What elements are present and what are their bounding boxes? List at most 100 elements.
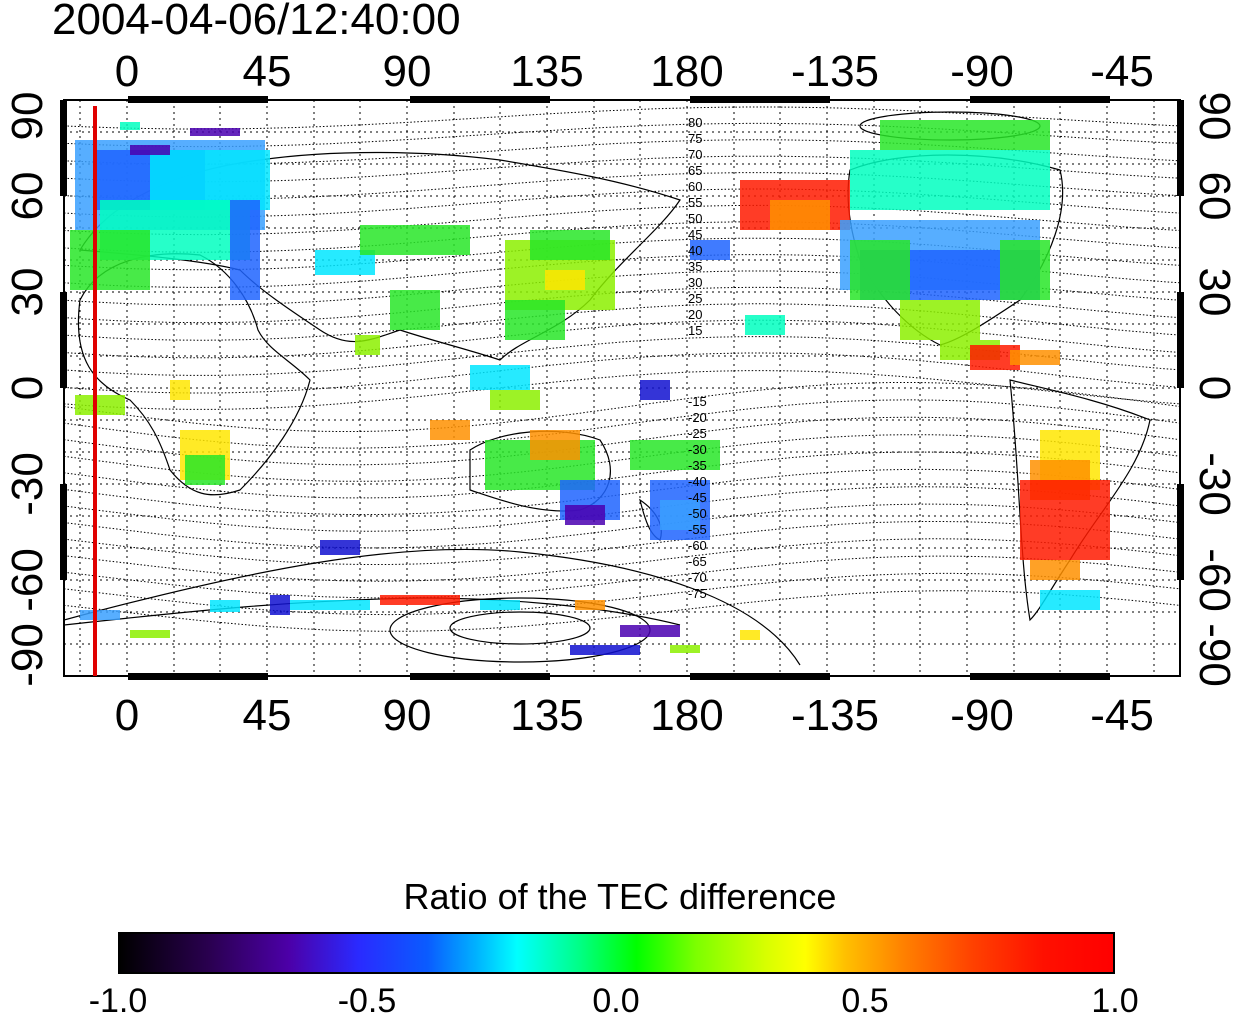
tec-data-patch — [640, 380, 670, 400]
tec-data-patch — [75, 395, 125, 415]
tec-data-patch — [290, 600, 370, 610]
tec-data-patch — [620, 625, 680, 637]
bottom-lon-label: 45 — [243, 691, 292, 740]
right-lat-label: 30 — [1190, 268, 1239, 317]
tec-data-patch — [770, 200, 830, 230]
bottom-lon-label: 0 — [115, 691, 139, 740]
tec-data-patch — [470, 365, 530, 390]
tec-data-patch — [360, 225, 470, 255]
tec-data-patch — [530, 430, 580, 460]
bottom-lon-label: 180 — [650, 691, 723, 740]
map-timestamp-title: 2004-04-06/12:40:00 — [52, 0, 461, 44]
right-lat-label: -30 — [1190, 452, 1239, 516]
bottom-lon-label: -135 — [791, 691, 879, 740]
bottom-longitude-axis: 0 45 90 135 180 -135 -90 -45 — [115, 691, 1154, 740]
magnetic-latitude-label: -60 — [688, 538, 707, 553]
tec-data-patch — [530, 230, 610, 260]
magnetic-latitude-label: 70 — [688, 147, 702, 162]
magnetic-latitude-label: 45 — [688, 227, 702, 242]
tec-data-patch — [70, 230, 150, 290]
magnetic-latitude-label: 25 — [688, 291, 702, 306]
magnetic-latitude-label: 20 — [688, 307, 702, 322]
tec-data-patch — [80, 610, 120, 620]
tec-data-patch — [170, 380, 190, 400]
tec-data-patch — [505, 300, 565, 340]
magnetic-latitude-label: 75 — [688, 131, 702, 146]
bottom-lon-label: 90 — [383, 691, 432, 740]
tec-data-patch — [490, 390, 540, 410]
tec-data-patch — [745, 315, 785, 335]
colorbar-tick-label: -1.0 — [88, 982, 148, 1020]
magnetic-latitude-label: 35 — [688, 259, 702, 274]
tec-data-patch — [690, 240, 730, 260]
tec-data-patch — [380, 595, 460, 605]
tec-data-patch — [120, 122, 140, 130]
tec-data-patch — [660, 500, 700, 530]
tec-data-patch — [1000, 240, 1050, 300]
colorbar-tick-label: 0.5 — [841, 982, 889, 1020]
left-latitude-axis: 90 60 30 0 -30 -60 -90 — [3, 92, 52, 687]
tec-data-patch — [565, 505, 605, 525]
right-lat-label: -90 — [1190, 623, 1239, 687]
tec-data-patch — [130, 145, 170, 155]
tec-data-patch — [230, 200, 260, 300]
right-lat-label: 0 — [1190, 376, 1239, 400]
tec-data-patch — [320, 540, 360, 555]
magnetic-latitude-label: 40 — [688, 243, 702, 258]
right-lat-label: 90 — [1190, 92, 1239, 141]
magnetic-latitude-label: -55 — [688, 522, 707, 537]
tec-data-patch — [430, 420, 470, 440]
top-lon-label: 0 — [115, 47, 139, 96]
bottom-lon-label: -45 — [1090, 691, 1154, 740]
magnetic-latitude-label: -20 — [688, 410, 707, 425]
right-latitude-axis: 90 60 30 0 -30 -60 -90 — [1190, 92, 1239, 687]
tec-data-patch — [1030, 560, 1080, 580]
colorbar-tick-label: 0.0 — [592, 982, 640, 1020]
tec-data-patch — [185, 455, 225, 485]
magnetic-latitude-label: -35 — [688, 458, 707, 473]
magnetic-latitude-label: -45 — [688, 490, 707, 505]
magnetic-latitude-label: 30 — [688, 275, 702, 290]
magnetic-latitude-label: 55 — [688, 195, 702, 210]
tec-data-patch — [575, 600, 605, 610]
top-lon-label: -45 — [1090, 47, 1154, 96]
left-lat-label: 90 — [3, 92, 52, 141]
tec-ratio-data-patches — [70, 120, 1110, 655]
tec-data-patch — [130, 630, 170, 638]
magnetic-latitude-label: -50 — [688, 506, 707, 521]
magnetic-latitude-label: -30 — [688, 442, 707, 457]
tec-data-patch — [630, 440, 720, 470]
left-lat-label: 30 — [3, 268, 52, 317]
magnetic-latitude-label: 80 — [688, 115, 702, 130]
top-lon-label: -135 — [791, 47, 879, 96]
tec-data-patch — [390, 290, 440, 330]
tec-data-patch — [480, 600, 520, 610]
bottom-lon-label: -90 — [950, 691, 1014, 740]
top-lon-label: -90 — [950, 47, 1014, 96]
tec-data-patch — [880, 120, 1050, 150]
frame-tick-bars — [60, 96, 1184, 680]
magnetic-latitude-label: -75 — [688, 586, 707, 601]
top-lon-label: 90 — [383, 47, 432, 96]
left-lat-label: -60 — [3, 548, 52, 612]
left-lat-label: -30 — [3, 452, 52, 516]
tec-data-patch — [900, 300, 980, 340]
tec-data-patch — [740, 630, 760, 640]
tec-data-patch — [545, 270, 585, 290]
colorbar-tick-label: 1.0 — [1091, 982, 1139, 1020]
left-lat-label: 60 — [3, 172, 52, 221]
tec-data-patch — [850, 150, 1050, 210]
tec-data-patch — [270, 595, 290, 615]
tec-data-patch — [670, 645, 700, 653]
top-lon-label: 135 — [510, 47, 583, 96]
magnetic-latitude-label: 15 — [688, 323, 702, 338]
tec-data-patch — [190, 128, 240, 136]
tec-data-patch — [850, 240, 910, 300]
magnetic-latitude-label: 60 — [688, 179, 702, 194]
top-lon-label: 45 — [243, 47, 292, 96]
tec-data-patch — [210, 600, 240, 612]
left-lat-label: -90 — [3, 623, 52, 687]
tec-data-patch — [355, 335, 380, 355]
tec-data-patch — [570, 645, 640, 655]
